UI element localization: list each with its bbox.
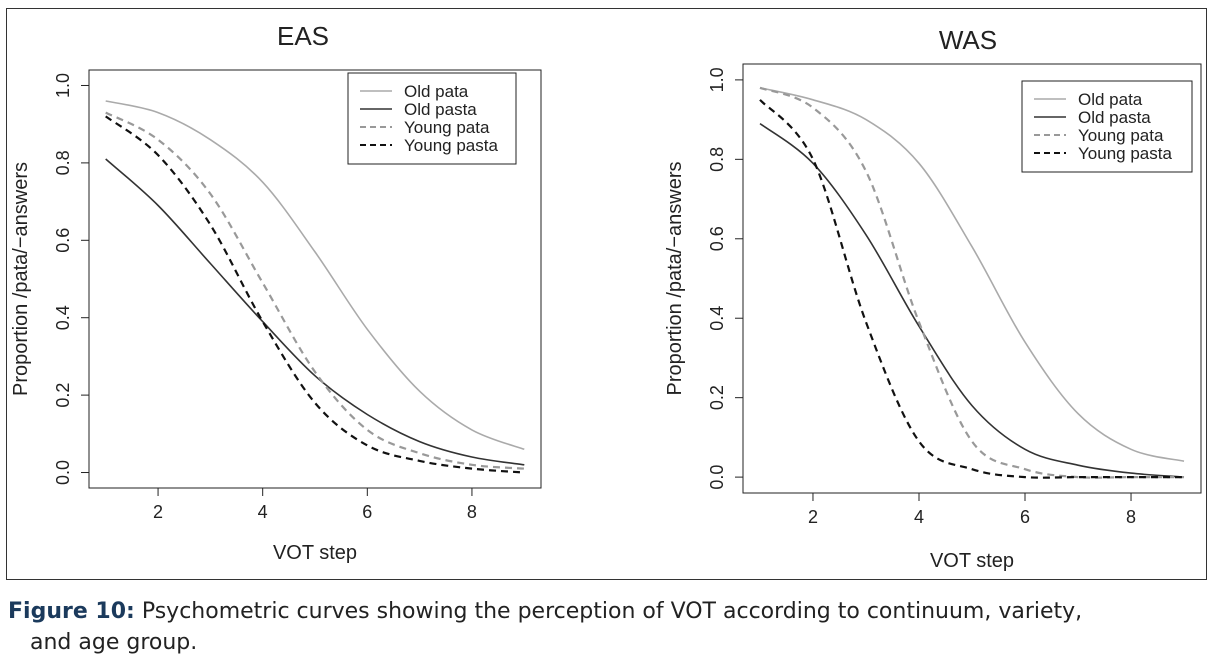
x-axis-title: VOT step: [930, 550, 1014, 572]
x-tick-label: 2: [808, 507, 818, 527]
chart-panel-was: WAS 2 4 6 8 0.0 0.2 0.4 0.6 0.8 1.0 VOT step Proport…: [664, 25, 1202, 572]
y-tick-label: 0.0: [53, 460, 73, 485]
series-line-young-pata: [759, 86, 1185, 479]
chart-title: EAS: [277, 21, 329, 51]
legend-label-old-pata: Old pata: [404, 82, 469, 101]
x-axis-title: VOT step: [273, 542, 357, 564]
y-tick-label: 0.6: [53, 228, 73, 253]
legend-box: [347, 72, 517, 165]
y-tick-label: 0.8: [53, 150, 73, 175]
chart-title: WAS: [939, 25, 997, 55]
x-tick-label: 4: [914, 507, 924, 527]
series-line-old-pata: [105, 100, 525, 451]
y-tick-label: 0.4: [53, 305, 73, 330]
x-tick-label: 6: [1020, 507, 1030, 527]
plot-box: [742, 63, 1202, 494]
legend-label-young-pasta: Young pasta: [404, 136, 498, 155]
series-line-young-pasta: [105, 115, 525, 474]
figure-caption: Figure 10: Psychometric curves showing t…: [8, 596, 1213, 658]
x-tick-label: 6: [362, 502, 372, 522]
y-tick-label: 0.8: [707, 147, 727, 172]
legend-label-old-pasta: Old pasta: [1078, 108, 1151, 127]
plot-box: [88, 69, 542, 489]
series-line-young-pata: [105, 111, 525, 470]
legend-box: [1021, 80, 1193, 173]
y-tick-label: 0.6: [707, 226, 727, 251]
y-axis-title: Proportion /pata/−answers: [10, 162, 32, 396]
y-axis-title: Proportion /pata/−answers: [664, 161, 686, 395]
series-line-old-pasta: [759, 122, 1185, 478]
x-tick-label: 8: [467, 502, 477, 522]
legend-label-young-pasta: Young pasta: [1078, 144, 1172, 163]
x-tick-label: 4: [258, 502, 268, 522]
legend-label-young-pata: Young pata: [404, 118, 490, 137]
figure-frame: EAS 2 4 6 8 0.0 0.2 0.4 0.6 0.8 1.0 VOT step Proport…: [6, 8, 1207, 580]
series-line-old-pata: [759, 87, 1185, 462]
y-tick-label: 1.0: [53, 73, 73, 98]
chart-panel-eas: EAS 2 4 6 8 0.0 0.2 0.4 0.6 0.8 1.0 VOT step Proport…: [10, 21, 542, 564]
legend-label-old-pata: Old pata: [1078, 90, 1143, 109]
caption-text-line1: Psychometric curves showing the percepti…: [141, 599, 1083, 624]
caption-label: Figure 10:: [8, 599, 135, 624]
series-line-young-pasta: [759, 99, 1185, 479]
caption-text-line2: and age group.: [30, 630, 198, 655]
y-tick-label: 1.0: [707, 67, 727, 92]
series-line-old-pasta: [105, 158, 525, 466]
y-tick-label: 0.2: [707, 385, 727, 410]
legend-label-young-pata: Young pata: [1078, 126, 1164, 145]
y-tick-label: 0.2: [53, 383, 73, 408]
psychometric-charts: EAS 2 4 6 8 0.0 0.2 0.4 0.6 0.8 1.0 VOT step Proport…: [10, 21, 1202, 572]
x-tick-label: 2: [153, 502, 163, 522]
y-tick-label: 0.4: [707, 306, 727, 331]
x-tick-label: 8: [1126, 507, 1136, 527]
y-tick-label: 0.0: [707, 465, 727, 490]
legend-label-old-pasta: Old pasta: [404, 100, 477, 119]
